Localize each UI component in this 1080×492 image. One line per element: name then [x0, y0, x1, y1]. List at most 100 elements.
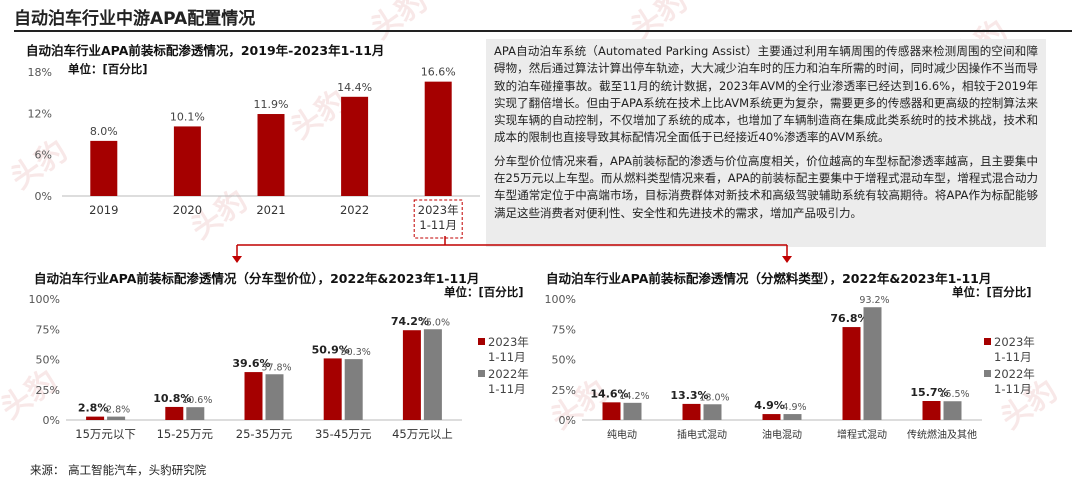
bar: [623, 402, 642, 420]
data-label: 11.9%: [254, 98, 289, 111]
bar: [265, 374, 284, 420]
y-tick-label: 75%: [36, 323, 60, 336]
data-label: 50.9%: [312, 343, 350, 356]
legend-label: 2022年 1-11月: [994, 367, 1035, 396]
bar: [762, 414, 781, 420]
bar: [186, 407, 205, 420]
bar: [90, 140, 118, 196]
y-tick-label: 18%: [28, 66, 52, 79]
connector-arrow: [232, 256, 242, 263]
bar: [244, 372, 263, 420]
data-label: 14.4%: [337, 81, 372, 94]
bar: [107, 416, 126, 420]
data-label: 75.0%: [420, 317, 450, 328]
data-label: 16.6%: [421, 66, 456, 79]
bar: [423, 329, 442, 420]
x-tick-label: 插电式混动: [677, 428, 727, 441]
y-tick-label: 25%: [552, 384, 576, 397]
bar: [783, 414, 802, 420]
title-divider: [14, 30, 1072, 32]
data-label: 74.2%: [391, 315, 429, 328]
legend-swatch: [984, 370, 991, 377]
chart-title-yearly: 自动泊车行业APA前装标配渗透情况，2019年-2023年1-11月: [26, 43, 385, 58]
unit-label-price: 单位：[百分比]: [444, 285, 524, 299]
x-tick-label: 45万元以上: [392, 427, 453, 441]
x-tick-label: 2023年 1-11月: [418, 203, 459, 232]
y-tick-label: 0%: [35, 190, 52, 203]
x-tick-label: 纯电动: [607, 428, 637, 441]
x-tick-label: 增程式混动: [837, 428, 887, 441]
y-tick-label: 25%: [36, 384, 60, 397]
x-tick-label: 2022: [340, 203, 369, 217]
y-tick-label: 0%: [559, 414, 576, 427]
bar: [863, 307, 882, 420]
data-label: 15.5%: [939, 389, 969, 400]
bar: [703, 404, 722, 420]
data-label: 37.8%: [261, 362, 291, 373]
data-label: 93.2%: [859, 295, 889, 306]
x-tick-label: 35-45万元: [315, 427, 372, 441]
data-label: 4.9%: [754, 399, 785, 412]
data-label: 13.3%: [670, 389, 708, 402]
analysis-text-box: APA自动泊车系统（Automated Parking Assist）主要通过利…: [486, 39, 1046, 247]
x-tick-label: 2020: [173, 203, 202, 217]
unit-label-yearly: 单位：[百分比]: [68, 62, 148, 76]
bar: [173, 126, 201, 196]
x-tick-label: 15万元以下: [75, 427, 136, 441]
page-title: 自动泊车行业中游APA配置情况: [14, 9, 256, 29]
legend-label: 2023年 1-11月: [488, 335, 529, 364]
chart-by-price: 0% 25% 50% 75% 100% 2.8%2.8% 15万元以下 10.8%10.6% 1…: [29, 293, 529, 441]
data-label: 4.9%: [782, 402, 806, 413]
x-tick-label: 2019: [89, 203, 118, 217]
chart-title-price: 自动泊车行业APA前装标配渗透情况（分车型价位），2022年&2023年1-11…: [34, 271, 480, 286]
x-tick-label: 15-25万元: [157, 427, 214, 441]
data-label: 2.8%: [78, 402, 109, 415]
data-label: 15.7%: [910, 386, 948, 399]
x-tick-label: 25-35万元: [236, 427, 293, 441]
analysis-paragraph: APA自动泊车系统（Automated Parking Assist）主要通过利…: [494, 44, 1038, 145]
connector-arrow: [782, 256, 792, 263]
analysis-paragraph: 分车型价位情况来看，APA前装标配的渗透与价位高度相关，价位越高的车型标配渗透率…: [494, 153, 1038, 220]
bar: [424, 81, 452, 196]
legend-swatch: [984, 338, 991, 345]
y-tick-label: 6%: [35, 149, 52, 162]
data-label: 10.1%: [170, 110, 205, 123]
y-tick-label: 12%: [28, 107, 52, 120]
bar: [842, 327, 861, 420]
x-tick-label: 2021: [256, 203, 285, 217]
legend-swatch: [478, 338, 485, 345]
bar: [344, 359, 363, 420]
chart-by-fuel: 0% 25% 50% 75% 100% 14.6%14.2% 纯电动 13.3%13.0% 插电…: [545, 293, 1035, 441]
bar: [943, 401, 962, 420]
data-label: 50.3%: [341, 347, 371, 358]
data-label: 14.6%: [590, 387, 628, 400]
y-tick-label: 75%: [552, 323, 576, 336]
data-label: 76.8%: [830, 312, 868, 325]
data-label: 14.2%: [619, 391, 649, 402]
y-tick-label: 100%: [29, 293, 60, 306]
x-tick-label: 油电混动: [762, 428, 802, 441]
data-label: 13.0%: [699, 392, 729, 403]
chart-title-fuel: 自动泊车行业APA前装标配渗透情况（分燃料类型），2022年&2023年1-11…: [546, 271, 992, 286]
y-tick-label: 100%: [545, 293, 576, 306]
y-tick-label: 50%: [36, 354, 60, 367]
bar: [682, 403, 701, 420]
bar: [402, 330, 421, 420]
bar: [257, 114, 285, 196]
bar: [323, 358, 342, 420]
bar: [341, 96, 369, 196]
data-label: 2.8%: [106, 405, 130, 416]
chart-connector: [232, 236, 792, 263]
data-label: 39.6%: [232, 357, 270, 370]
unit-label-fuel: 单位：[百分比]: [952, 285, 1032, 299]
bar: [165, 406, 184, 420]
highlight-box: [413, 199, 463, 239]
source-note: 来源： 高工智能汽车，头豹研究院: [30, 463, 207, 477]
data-label: 8.0%: [90, 125, 118, 138]
bar: [922, 401, 941, 420]
data-label: 10.8%: [153, 392, 191, 405]
data-label: 10.6%: [182, 395, 212, 406]
legend-label: 2022年 1-11月: [488, 367, 529, 396]
bar: [86, 416, 105, 420]
x-tick-label: 传统燃油及其他: [907, 428, 977, 441]
